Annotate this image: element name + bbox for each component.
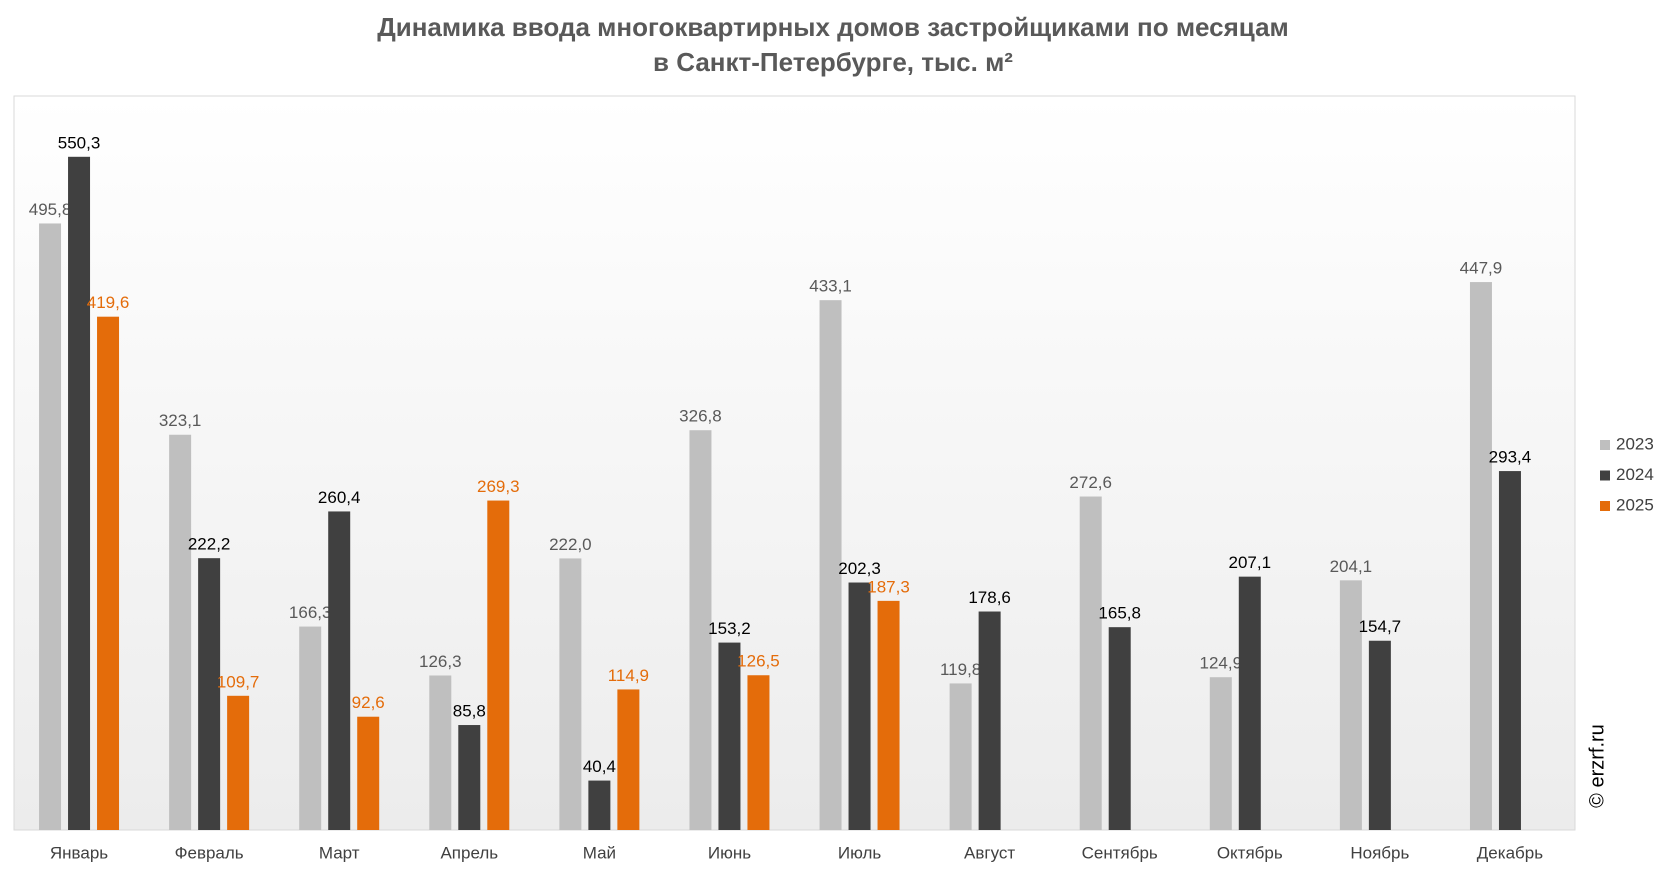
chart-title: в Санкт-Петербурге, тыс. м²	[653, 47, 1013, 77]
value-label: 126,3	[419, 652, 462, 671]
value-label: 222,2	[188, 535, 231, 554]
value-label: 260,4	[318, 488, 361, 507]
bar	[487, 500, 510, 830]
value-label: 166,3	[289, 603, 332, 622]
bar	[877, 600, 900, 830]
value-label: 153,2	[708, 619, 751, 638]
x-tick-label: Сентябрь	[1082, 843, 1158, 862]
value-label: 495,8	[29, 200, 72, 219]
x-tick-label: Январь	[50, 843, 108, 862]
bar	[1079, 496, 1102, 830]
x-tick-label: Июнь	[708, 843, 751, 862]
bar	[588, 780, 611, 830]
value-label: 550,3	[58, 133, 101, 152]
legend-swatch	[1600, 440, 1610, 450]
bar	[1368, 640, 1391, 830]
x-tick-label: Июль	[838, 843, 882, 862]
bar	[198, 558, 221, 830]
x-tick-label: Август	[964, 843, 1015, 862]
value-label: 109,7	[217, 672, 260, 691]
x-tick-label: Ноябрь	[1350, 843, 1409, 862]
value-label: 433,1	[809, 277, 852, 296]
bar	[357, 716, 380, 830]
chart-title: Динамика ввода многоквартирных домов зас…	[377, 12, 1289, 42]
value-label: 114,9	[608, 666, 649, 685]
value-label: 222,0	[549, 535, 592, 554]
value-label: 165,8	[1098, 604, 1141, 623]
bar	[718, 642, 741, 830]
legend-label: 2023	[1616, 434, 1654, 453]
bar	[39, 223, 62, 831]
plot-area	[13, 95, 1576, 831]
x-tick-label: Декабрь	[1477, 843, 1543, 862]
x-tick-label: Март	[319, 843, 360, 862]
value-label: 119,8	[940, 660, 981, 679]
value-label: 154,7	[1359, 617, 1402, 636]
value-label: 124,9	[1200, 654, 1243, 673]
bar	[949, 683, 972, 830]
bar	[617, 689, 640, 830]
value-label: 207,1	[1229, 553, 1272, 572]
value-label: 447,9	[1460, 259, 1503, 278]
value-label: 419,6	[87, 293, 130, 312]
x-tick-label: Октябрь	[1217, 843, 1283, 862]
value-label: 85,8	[453, 702, 486, 721]
watermark: © erzrf.ru	[1586, 724, 1608, 808]
value-label: 204,1	[1330, 557, 1373, 576]
bar	[458, 725, 481, 830]
bar	[1339, 580, 1362, 830]
legend-swatch	[1600, 501, 1610, 511]
bar	[169, 434, 192, 830]
x-tick-label: Май	[583, 843, 616, 862]
legend-swatch	[1600, 470, 1610, 481]
bar	[68, 156, 91, 830]
bar	[747, 675, 770, 830]
x-tick-label: Апрель	[440, 843, 498, 862]
bar	[559, 558, 582, 830]
value-label: 323,1	[159, 411, 202, 430]
bar	[1209, 677, 1232, 830]
bar	[819, 300, 842, 831]
legend-label: 2025	[1616, 495, 1654, 514]
value-label: 187,3	[867, 577, 910, 596]
x-tick-label: Февраль	[175, 843, 244, 862]
value-label: 326,8	[679, 407, 722, 426]
bar	[689, 430, 712, 830]
bar	[299, 626, 322, 830]
bar	[848, 582, 871, 830]
bar	[978, 611, 1001, 830]
bar	[429, 675, 452, 830]
value-label: 40,4	[583, 757, 616, 776]
value-label: 202,3	[838, 559, 881, 578]
value-label: 272,6	[1069, 473, 1112, 492]
legend-label: 2024	[1616, 465, 1654, 484]
bar	[328, 511, 351, 830]
value-label: 293,4	[1489, 448, 1532, 467]
value-label: 178,6	[968, 588, 1011, 607]
bar	[1498, 471, 1521, 830]
value-label: 92,6	[352, 693, 385, 712]
value-label: 269,3	[477, 477, 520, 496]
bar	[97, 316, 120, 830]
bar	[227, 695, 250, 830]
bar	[1238, 576, 1261, 830]
bar	[1108, 627, 1131, 830]
value-label: 126,5	[737, 652, 780, 671]
bar	[1469, 282, 1492, 831]
